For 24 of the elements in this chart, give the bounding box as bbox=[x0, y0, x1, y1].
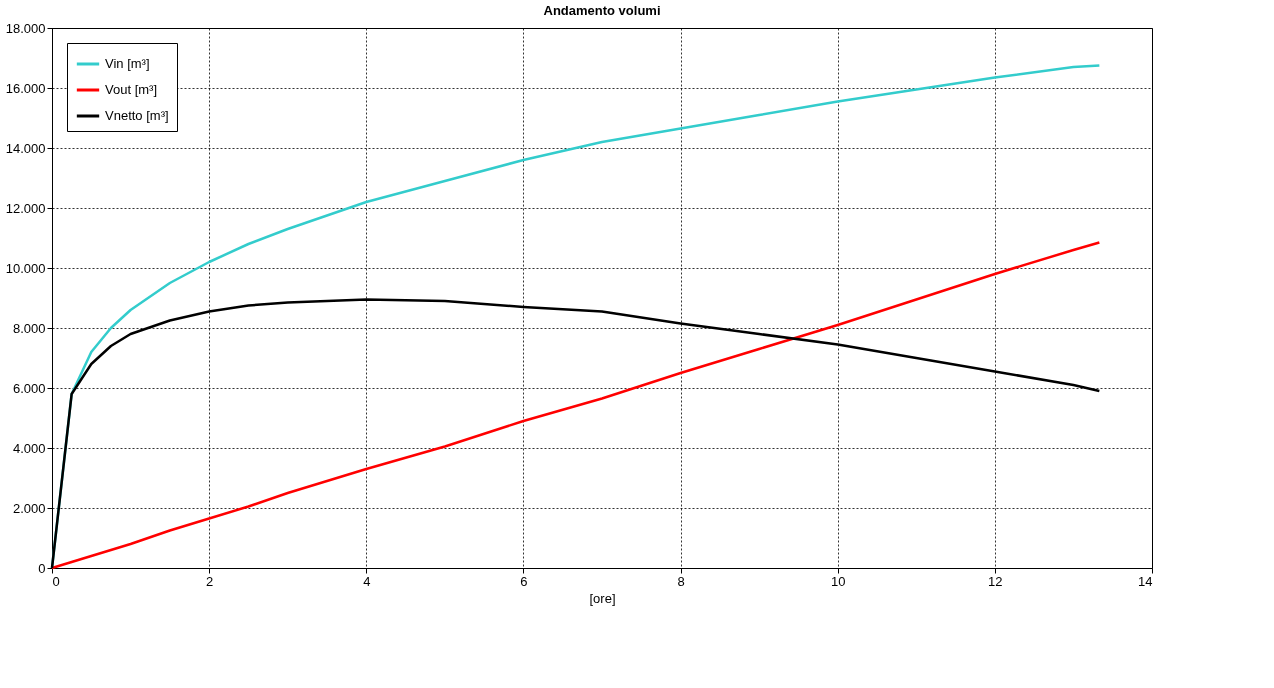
y-tick-label: 12.000 bbox=[5, 200, 46, 216]
chart-title: Andamento volumi bbox=[543, 3, 661, 18]
legend-label: Vout [m³] bbox=[105, 82, 158, 97]
x-tick-label: 4 bbox=[363, 573, 371, 589]
y-tick-label: 4.000 bbox=[12, 440, 46, 456]
legend-label: Vnetto [m³] bbox=[105, 108, 169, 123]
line-series bbox=[50, 241, 1101, 570]
x-tick-label: 10 bbox=[830, 573, 846, 589]
y-tick-label: 8.000 bbox=[12, 320, 46, 336]
x-axis-title: [ore] bbox=[589, 590, 616, 606]
x-tick-label: 2 bbox=[206, 573, 214, 589]
x-tick-label: 0 bbox=[52, 573, 60, 589]
y-tick-label: 0 bbox=[38, 560, 46, 576]
x-tick-label: 6 bbox=[520, 573, 528, 589]
y-tick-label: 10.000 bbox=[5, 260, 46, 276]
y-tick-label: 18.000 bbox=[5, 20, 46, 36]
y-tick-label: 16.000 bbox=[5, 80, 46, 96]
x-tick-label: 8 bbox=[677, 573, 685, 589]
x-tick-label: 12 bbox=[988, 573, 1003, 589]
y-tick-label: 6.000 bbox=[12, 380, 46, 396]
legend-label: Vin [m³] bbox=[105, 56, 150, 71]
y-tick-label: 2.000 bbox=[12, 500, 46, 516]
x-tick-label: 14 bbox=[1138, 573, 1153, 589]
y-tick-label: 14.000 bbox=[5, 140, 46, 156]
